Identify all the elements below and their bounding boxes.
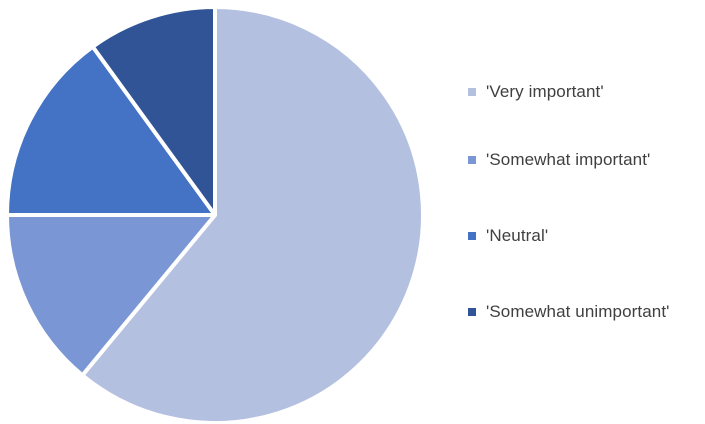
- pie-slice-very-important: [80, 5, 425, 424]
- legend-swatch-very-important: [468, 88, 476, 96]
- legend-label-neutral: 'Neutral': [486, 226, 549, 245]
- legend-label-somewhat-important: 'Somewhat important': [486, 150, 651, 169]
- legend-item-very-important: 'Very important': [468, 80, 604, 104]
- legend-item-neutral: 'Neutral': [468, 224, 548, 248]
- pie-chart: [5, 5, 425, 424]
- legend-swatch-somewhat-unimportant: [468, 308, 476, 316]
- legend-label-very-important: 'Very important': [486, 82, 604, 101]
- pie-slice-somewhat-unimportant: [90, 5, 217, 217]
- legend-label-somewhat-unimportant: 'Somewhat unimportant': [486, 302, 670, 321]
- pie-slice-neutral: [5, 44, 217, 217]
- legend-swatch-somewhat-important: [468, 156, 476, 164]
- legend-item-somewhat-important: 'Somewhat important': [468, 148, 650, 172]
- legend-item-somewhat-unimportant: 'Somewhat unimportant': [468, 300, 670, 324]
- pie-slice-somewhat-important: [5, 213, 217, 378]
- legend-swatch-neutral: [468, 232, 476, 240]
